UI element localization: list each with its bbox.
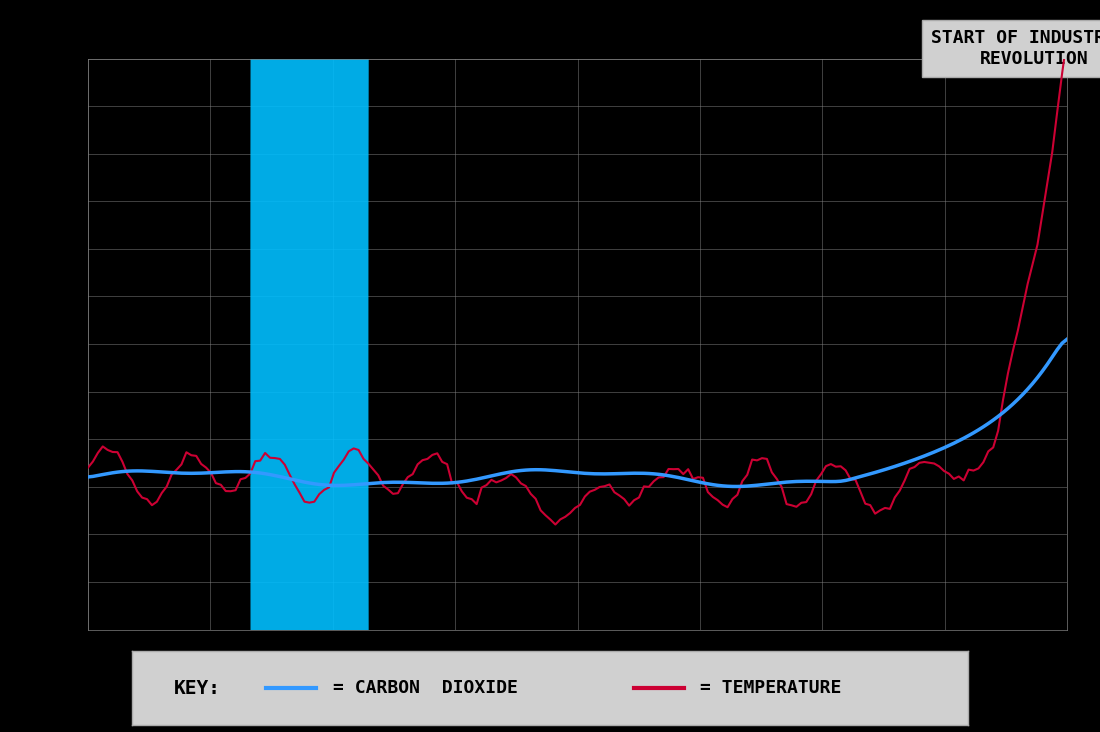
Text: = CARBON  DIOXIDE: = CARBON DIOXIDE [332,679,517,697]
Text: = TEMPERATURE: = TEMPERATURE [701,679,842,697]
Text: START OF INDUSTRIAL
REVOLUTION: START OF INDUSTRIAL REVOLUTION [931,29,1100,68]
Text: KEY:: KEY: [174,679,221,698]
Polygon shape [251,0,856,732]
